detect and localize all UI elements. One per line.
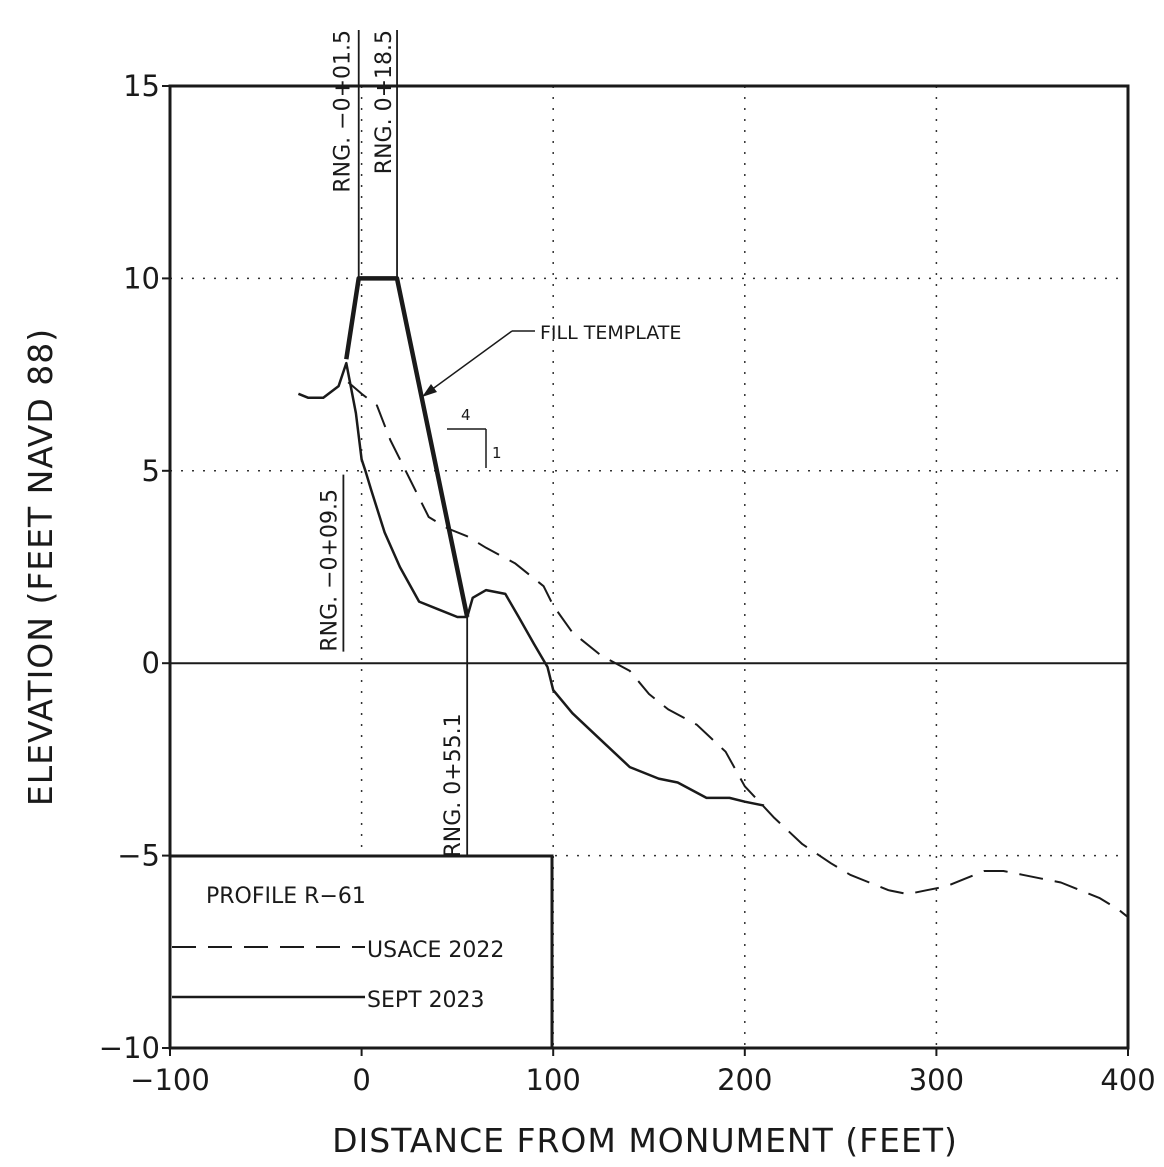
x-tick-label: 400: [1100, 1063, 1155, 1097]
x-tick-label: 300: [909, 1063, 964, 1097]
y-tick-label: −5: [117, 839, 160, 873]
range-label: RNG. 0+18.5: [372, 30, 397, 174]
range-label: RNG. 0+55.1: [441, 713, 466, 857]
fill-template-label: FILL TEMPLATE: [540, 322, 681, 344]
series-line-usace-2022: [347, 381, 1129, 918]
range-label: RNG. −0+09.5: [317, 489, 342, 652]
y-tick-label: 0: [142, 646, 160, 680]
x-axis-title: DISTANCE FROM MONUMENT (FEET): [332, 1121, 958, 1160]
x-tick-label: 200: [717, 1063, 772, 1097]
y-tick-label: 15: [123, 69, 160, 103]
legend-label-sept-2023: SEPT 2023: [367, 988, 485, 1013]
series-line-fill-template: [344, 276, 470, 618]
range-label: RNG. −0+01.5: [331, 30, 356, 193]
plot-frame: [168, 84, 1130, 1050]
range-lines-layer: RNG. −0+01.5 RNG. 0+18.5 RNG. −0+09.5 RNG. …: [317, 30, 469, 858]
tick-layer: −100 0 100 200 300 400 −10 −5 0 5 10 15: [99, 69, 1156, 1097]
slope-rise-label: 1: [492, 444, 502, 462]
series-line-sept-2023: [297, 361, 765, 807]
grid-layer: [170, 86, 1128, 1048]
x-tick-label: −100: [130, 1063, 210, 1097]
y-tick-label: 10: [123, 261, 160, 295]
legend-label-usace-2022: USACE 2022: [367, 938, 504, 963]
y-axis-title: ELEVATION (FEET NAVD 88): [21, 328, 60, 806]
series-layer: [297, 276, 1129, 918]
y-tick-label: −10: [99, 1031, 160, 1065]
slope-run-label: 4: [461, 406, 471, 424]
legend-title: PROFILE R−61: [206, 884, 366, 909]
y-tick-label: 5: [142, 454, 160, 488]
fill-template-leader-diagonal: [426, 330, 513, 394]
fill-template-arrowhead: [422, 384, 437, 397]
x-tick-label: 100: [526, 1063, 581, 1097]
x-tick-label: 0: [352, 1063, 370, 1097]
